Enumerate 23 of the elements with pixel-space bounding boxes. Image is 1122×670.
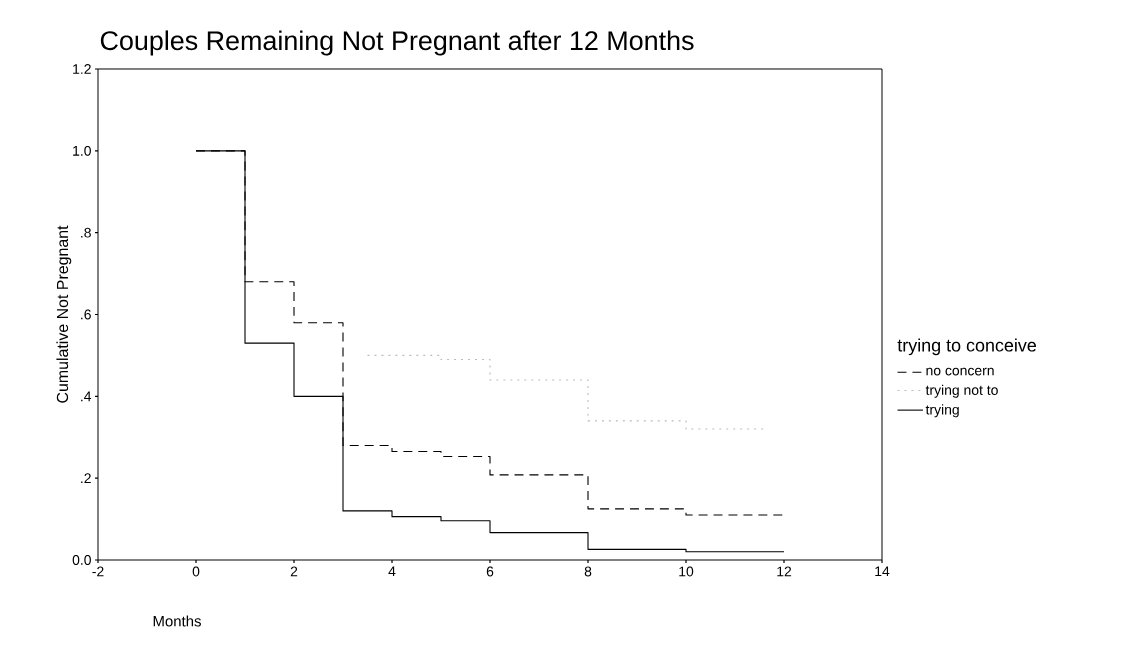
y-tick-label: 1.2 xyxy=(73,64,91,74)
x-tick-label: -2 xyxy=(92,566,104,577)
x-axis-title: Months xyxy=(153,615,201,627)
x-tick-label: 2 xyxy=(290,566,298,577)
y-tick-label: .6 xyxy=(81,309,91,320)
y-tick-label: .2 xyxy=(81,473,91,484)
x-tick-label: 14 xyxy=(875,566,890,577)
x-tick-label: 4 xyxy=(388,566,396,577)
x-tick-label: 0 xyxy=(192,566,200,577)
legend-label: trying not to xyxy=(925,384,998,398)
x-tick-label: 8 xyxy=(584,566,592,577)
legend-label: trying xyxy=(925,404,959,418)
y-tick-label: .8 xyxy=(81,227,91,238)
x-tick-label: 6 xyxy=(486,566,494,577)
y-axis-title: Cumulative Not Pregnant xyxy=(56,225,72,403)
y-tick-label: 0.0 xyxy=(72,555,91,565)
x-tick-label: 12 xyxy=(777,566,792,577)
chart-title: Couples Remaining Not Pregnant after 12 Months xyxy=(100,30,694,56)
y-tick-label: .4 xyxy=(81,391,92,402)
y-tick-label: 1.0 xyxy=(73,145,91,156)
x-tick-label: 10 xyxy=(679,566,694,577)
legend-label: no concern xyxy=(926,367,994,376)
legend-title: trying to conceive xyxy=(897,338,1037,356)
